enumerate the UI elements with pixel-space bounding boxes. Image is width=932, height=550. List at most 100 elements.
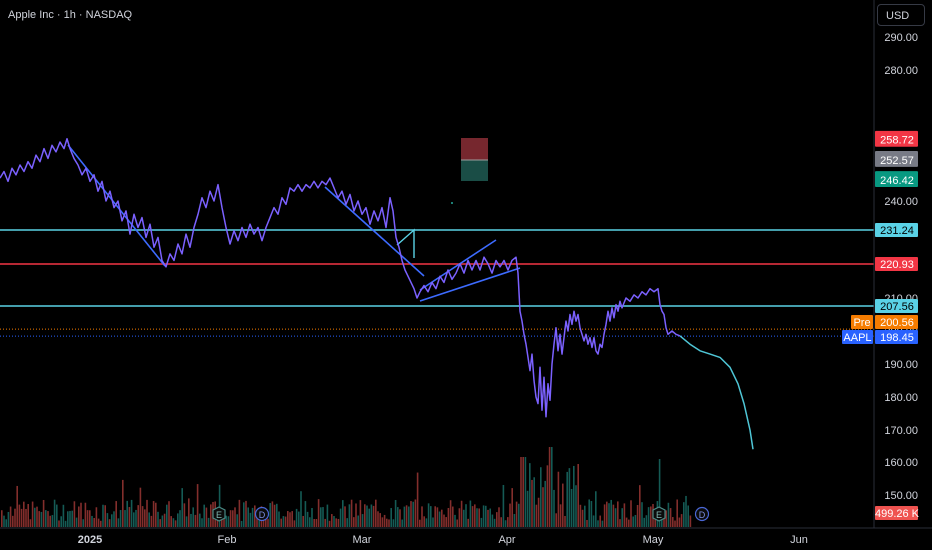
volume-bar (273, 504, 276, 527)
volume-bar (106, 513, 109, 527)
volume-bar (381, 517, 384, 527)
level-price-tag-text: 220.93 (880, 259, 914, 271)
pre-price-tag-text: 200.56 (880, 317, 914, 329)
horizontal-levels[interactable] (0, 229, 874, 337)
level-price-tag-text: 207.56 (880, 301, 914, 313)
volume-bar (320, 507, 322, 527)
earnings-marker[interactable]: E (212, 506, 226, 522)
event-marker-label: D (259, 510, 266, 520)
volume-bar (38, 511, 40, 527)
volume-bar (82, 519, 84, 527)
volume-bar (225, 515, 227, 527)
volume-bar (218, 484, 221, 527)
volume-bar (67, 511, 69, 527)
volume-bar (256, 518, 258, 527)
trendline-drawings[interactable] (67, 144, 521, 302)
volume-bar (628, 519, 630, 527)
trendline-1[interactable] (67, 144, 166, 267)
chart-title: Apple Inc · 1h · NASDAQ (8, 9, 133, 21)
dividend-marker[interactable]: D (254, 506, 270, 522)
volume-bar (258, 515, 260, 527)
volume-bar (9, 506, 12, 527)
volume-bar (111, 514, 113, 527)
trendline-2[interactable] (324, 186, 425, 277)
position-stop-zone[interactable] (461, 138, 488, 160)
level-price-tag-bg (875, 299, 918, 314)
volume-bar (667, 502, 670, 527)
volume-bar (31, 501, 34, 527)
volume-bar (155, 502, 157, 527)
measure-marker[interactable] (396, 228, 415, 258)
volume-bar (630, 500, 632, 527)
volume-bar (425, 518, 428, 527)
volume-bar (584, 505, 586, 527)
volume-bar (119, 510, 122, 527)
volume-bar (509, 503, 511, 527)
volume-tag-bg (875, 506, 918, 520)
currency-button[interactable]: USD (877, 4, 925, 26)
volume-bar (471, 506, 474, 527)
volume-bar (71, 510, 73, 527)
volume-bar (174, 520, 177, 527)
volume-bar (581, 509, 584, 527)
time-tick-label: Apr (498, 534, 515, 546)
volume-bar (89, 510, 91, 527)
volume-bar (368, 508, 370, 527)
volume-bar (458, 508, 461, 527)
volume-bar (18, 504, 21, 527)
level-price-tag-text: 231.24 (880, 225, 914, 237)
volume-bar (271, 501, 274, 527)
volume-bar (137, 505, 139, 527)
volume-bar (449, 500, 452, 527)
dividend-marker[interactable]: D (694, 506, 710, 522)
price-tick-label: 180.00 (884, 392, 918, 404)
volume-bar (643, 517, 645, 527)
trendline-4[interactable] (419, 239, 497, 291)
volume-bar (548, 447, 551, 527)
volume-bar (650, 506, 652, 527)
volume-bar (689, 515, 692, 527)
volume-bar (639, 485, 641, 527)
volume-bar (674, 520, 676, 527)
trendline-3[interactable] (419, 267, 521, 302)
position-tool[interactable] (451, 138, 488, 204)
volume-bar (441, 509, 443, 527)
volume-bar (570, 488, 573, 527)
volume-bar (135, 509, 137, 527)
tiny-marker (451, 202, 453, 204)
volume-bar (524, 457, 527, 527)
volume-bar (658, 459, 661, 527)
volume-bar (53, 499, 56, 527)
volume-bar (361, 514, 364, 527)
volume-bar (302, 515, 304, 527)
level-price-tag-bg (875, 257, 918, 271)
time-tick-label: 2025 (78, 534, 102, 546)
volume-bar (518, 503, 520, 527)
volume-bar (199, 513, 201, 527)
volume-bar (619, 519, 621, 527)
volume-bar (93, 517, 95, 527)
volume-bar (454, 514, 456, 527)
volume-bar (12, 515, 14, 527)
forecast-line[interactable] (679, 335, 754, 450)
aapl-price-line (0, 138, 681, 418)
volume-bar (617, 501, 619, 527)
volume-bar (29, 519, 32, 527)
volume-bar (45, 510, 47, 527)
earnings-marker[interactable]: E (652, 506, 666, 522)
volume-bar (117, 518, 120, 527)
volume-bar (496, 512, 498, 527)
price-axis[interactable]: 150.00160.00170.00180.00190.00200.00210.… (884, 32, 918, 502)
forecast-path[interactable] (679, 335, 754, 450)
volume-bar (51, 515, 54, 527)
volume-bar (62, 504, 65, 527)
position-price-tag-bg (875, 172, 918, 187)
volume-bar (326, 504, 329, 527)
volume-bar (159, 519, 161, 527)
time-axis[interactable]: 2025 Feb Mar Apr May Jun (78, 534, 808, 546)
position-target-zone[interactable] (461, 160, 488, 181)
volume-bar (370, 504, 373, 527)
volume-bar (150, 515, 153, 527)
